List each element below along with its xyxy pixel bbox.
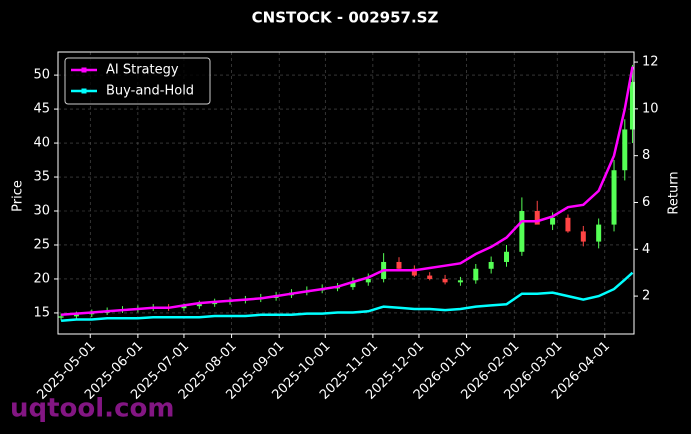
y-tick-label: 20 bbox=[33, 271, 50, 286]
candle-body bbox=[550, 217, 556, 225]
candle-body bbox=[611, 170, 617, 225]
y-axis-label: Price bbox=[11, 180, 26, 212]
candle-body bbox=[350, 282, 356, 288]
candle-body bbox=[58, 316, 64, 318]
candle-body bbox=[534, 211, 540, 225]
y2-tick-label: 6 bbox=[642, 195, 650, 210]
candle-body bbox=[473, 268, 479, 281]
y-tick-label: 35 bbox=[33, 170, 50, 185]
y-tick-label: 40 bbox=[33, 136, 50, 151]
y-tick-label: 45 bbox=[33, 102, 50, 117]
y2-tick-label: 10 bbox=[642, 101, 659, 116]
y-tick-label: 25 bbox=[33, 237, 50, 252]
y2-axis-label: Return bbox=[667, 171, 682, 214]
y-tick-label: 50 bbox=[33, 68, 50, 83]
legend-marker bbox=[81, 67, 87, 73]
plot-frame bbox=[57, 51, 635, 335]
legend-label: AI Strategy bbox=[106, 63, 179, 78]
legend-label: Buy-and-Hold bbox=[106, 84, 194, 99]
candle-body bbox=[73, 314, 79, 317]
series-line bbox=[61, 271, 634, 322]
candle-body bbox=[504, 251, 510, 262]
candle-body bbox=[427, 275, 433, 279]
y2-tick-label: 4 bbox=[642, 242, 650, 257]
candle-body bbox=[411, 268, 417, 276]
candle-body bbox=[457, 280, 463, 283]
y-tick-label: 30 bbox=[33, 204, 50, 219]
candle-body bbox=[365, 278, 371, 283]
series-line bbox=[61, 66, 634, 317]
candle-body bbox=[442, 278, 448, 283]
y2-tick-label: 8 bbox=[642, 148, 650, 163]
candle-body bbox=[622, 129, 628, 171]
candle-body bbox=[196, 304, 202, 307]
candle-body bbox=[488, 261, 494, 269]
y2-tick-label: 2 bbox=[642, 289, 650, 304]
candle-body bbox=[580, 231, 586, 242]
legend-marker bbox=[81, 88, 87, 94]
y-tick-label: 15 bbox=[33, 305, 50, 320]
candle-body bbox=[596, 224, 602, 242]
candle-body bbox=[396, 261, 402, 269]
candle-body bbox=[181, 306, 187, 309]
y2-tick-label: 12 bbox=[642, 55, 659, 70]
chart-title: CNSTOCK - 002957.SZ bbox=[252, 9, 439, 27]
legend-box bbox=[64, 57, 211, 105]
candle-body bbox=[565, 217, 571, 232]
candle-body bbox=[629, 81, 635, 130]
watermark: uqtool.com bbox=[10, 394, 174, 424]
candle-body bbox=[519, 211, 525, 252]
